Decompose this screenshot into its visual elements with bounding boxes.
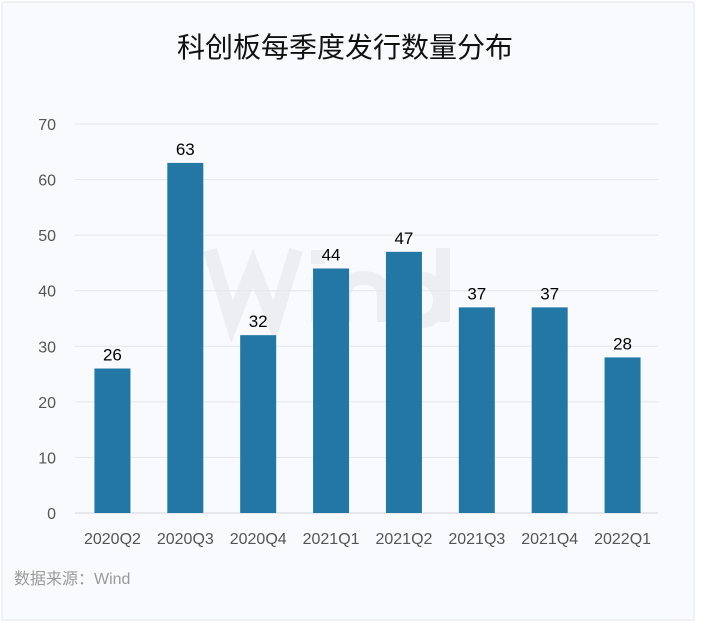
x-tick-label: 2021Q3 [448, 531, 505, 548]
x-tick-label: 2020Q2 [84, 531, 141, 548]
data-label: 28 [613, 334, 632, 353]
data-label: 63 [176, 140, 195, 159]
x-tick-label: 2020Q3 [157, 531, 214, 548]
y-tick-label: 20 [38, 395, 56, 412]
y-tick-label: 10 [38, 450, 56, 467]
bar [167, 162, 204, 513]
y-tick-label: 70 [38, 117, 56, 134]
bar [385, 251, 422, 514]
bar [94, 368, 131, 513]
data-label: 26 [103, 346, 122, 365]
bar [240, 335, 277, 513]
chart-title: 科创板每季度发行数量分布 [177, 32, 513, 63]
bar [313, 268, 350, 513]
x-tick-label: 2021Q4 [521, 531, 578, 548]
bar [604, 357, 641, 513]
y-tick-label: 50 [38, 228, 56, 245]
bar [458, 307, 495, 513]
y-tick-label: 0 [47, 506, 56, 523]
data-label: 47 [394, 229, 413, 248]
x-tick-label: 2022Q1 [594, 531, 651, 548]
data-label: 44 [322, 245, 341, 264]
x-tick-label: 2021Q2 [375, 531, 432, 548]
source-note: 数据来源：Wind [14, 570, 130, 588]
x-tick-label: 2021Q1 [303, 531, 360, 548]
x-tick-label: 2020Q4 [230, 531, 287, 548]
y-tick-label: 60 [38, 173, 56, 190]
data-label: 37 [467, 284, 486, 303]
y-tick-label: 40 [38, 284, 56, 301]
y-tick-label: 30 [38, 339, 56, 356]
data-label: 37 [540, 284, 559, 303]
data-label: 32 [249, 312, 268, 331]
bar [531, 307, 568, 513]
